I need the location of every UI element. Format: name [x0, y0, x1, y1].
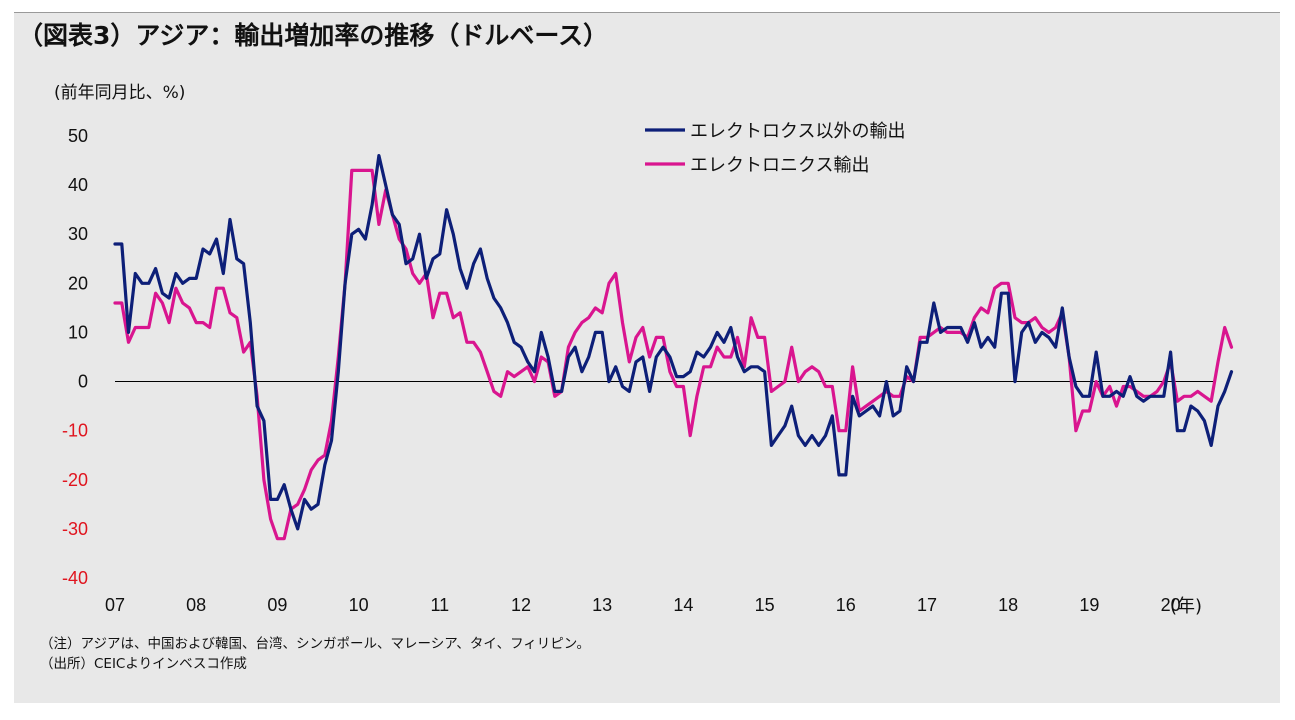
x-axis-ticks: 07 08 09 10 11 12 13 14 15 16 17 18 19 20 [105, 595, 1181, 615]
x-tick-label: 20 [1161, 595, 1181, 615]
x-axis-unit-label: (年) [1170, 596, 1203, 617]
legend-label: エレクトロニクス輸出 [690, 155, 869, 176]
y-tick-label: 40 [68, 175, 88, 195]
x-tick-label: 19 [1079, 595, 1099, 615]
x-tick-label: 09 [267, 595, 287, 615]
series-line [113, 168, 1234, 541]
x-tick-label: 16 [836, 595, 856, 615]
x-tick-label: 11 [430, 595, 449, 615]
footnote-note: （注）アジアは、中国および韓国、台湾、シンガポール、マレーシア、タイ、フィリピン… [40, 636, 590, 652]
x-tick-label: 08 [186, 595, 206, 615]
y-axis-ticks: 50 40 30 20 10 0 -10 -20 -30 -40 [62, 126, 88, 588]
y-tick-label: 20 [68, 273, 88, 293]
y-tick-label: -20 [62, 470, 88, 490]
y-tick-label: -30 [62, 519, 88, 539]
x-tick-label: 13 [592, 595, 612, 615]
x-tick-label: 18 [998, 595, 1018, 615]
y-tick-label: -10 [62, 421, 88, 441]
y-tick-label: 10 [68, 322, 88, 342]
x-tick-label: 17 [917, 595, 937, 615]
y-tick-label: -40 [62, 568, 88, 588]
x-tick-label: 10 [349, 595, 369, 615]
chart-title: （図表3）アジア：輸出増加率の推移（ドルベース） [18, 21, 609, 50]
y-tick-label: 50 [68, 126, 88, 146]
series-lines [113, 154, 1234, 541]
x-tick-label: 07 [105, 595, 125, 615]
x-tick-label: 12 [511, 595, 531, 615]
x-tick-label: 14 [673, 595, 693, 615]
legend-label: エレクトロクス以外の輸出 [690, 121, 905, 142]
y-tick-label: 30 [68, 224, 88, 244]
y-tick-label: 0 [78, 372, 88, 392]
y-axis-unit-label: (前年同月比、%) [54, 83, 186, 103]
x-tick-label: 15 [755, 595, 775, 615]
series-line [113, 154, 1234, 531]
footnote-source: （出所）CEICよりインベスコ作成 [40, 656, 247, 672]
